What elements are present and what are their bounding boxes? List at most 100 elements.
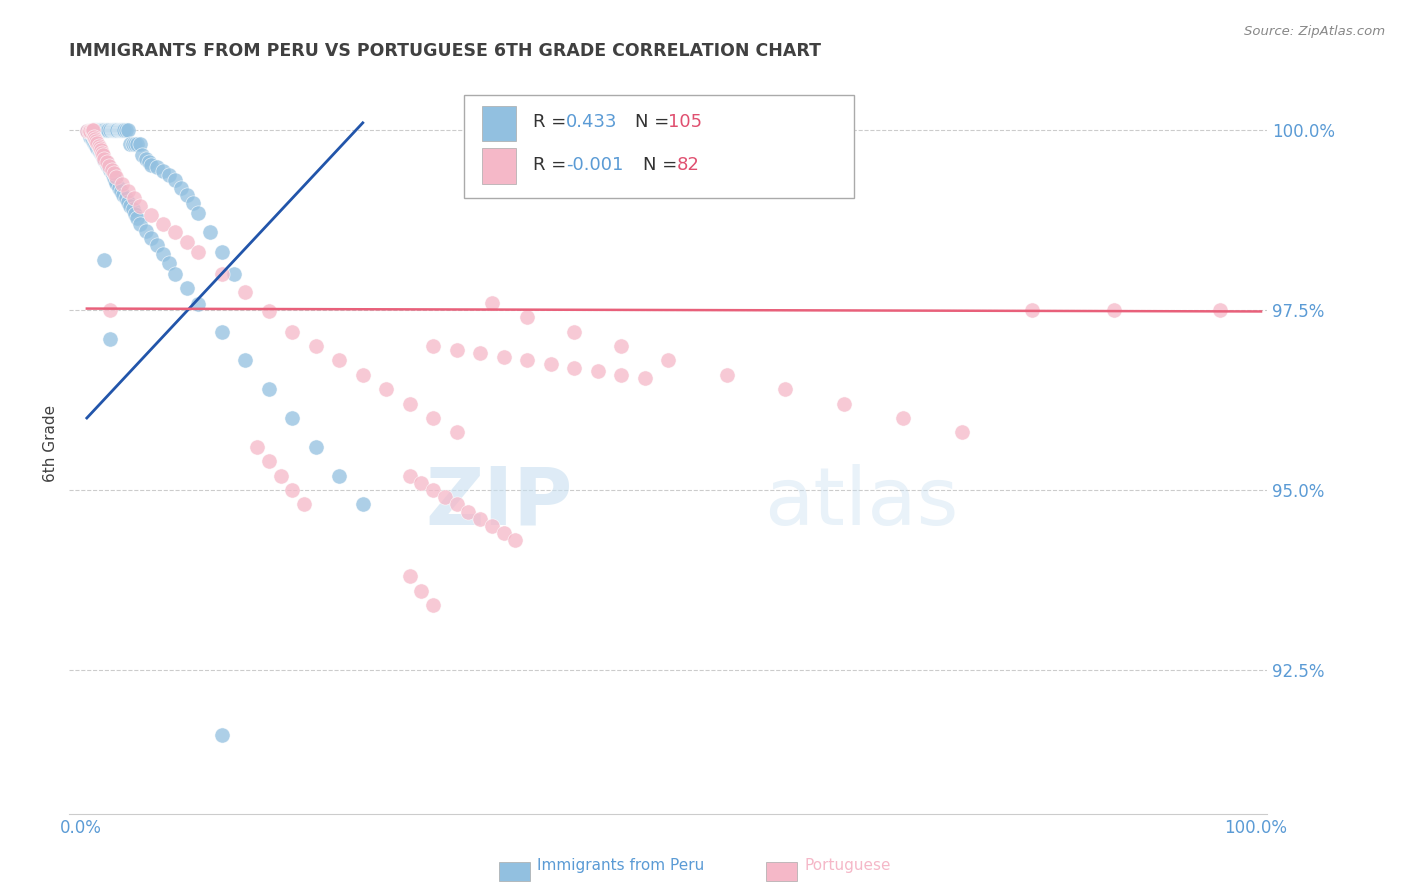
Point <box>211 245 233 260</box>
Point <box>96 155 118 169</box>
Point <box>305 440 328 454</box>
Point <box>84 134 107 148</box>
Point <box>100 165 122 179</box>
Text: 105: 105 <box>668 113 702 131</box>
Point <box>121 202 143 217</box>
Text: N =: N = <box>634 113 675 131</box>
Text: Source: ZipAtlas.com: Source: ZipAtlas.com <box>1244 25 1385 38</box>
Point <box>111 123 134 137</box>
Point <box>91 146 114 161</box>
Text: ZIP: ZIP <box>425 464 572 541</box>
Point <box>141 208 163 222</box>
Point <box>96 123 118 137</box>
Point <box>505 533 527 548</box>
Point <box>481 295 503 310</box>
Point <box>891 411 914 425</box>
Y-axis label: 6th Grade: 6th Grade <box>44 405 58 482</box>
Point <box>716 368 738 382</box>
Point <box>422 598 444 612</box>
Point <box>94 123 117 137</box>
Point <box>103 123 125 137</box>
Point <box>586 364 609 378</box>
Point <box>90 143 112 157</box>
Point <box>76 124 98 138</box>
Point <box>222 267 245 281</box>
Point <box>398 468 420 483</box>
Point <box>91 123 114 137</box>
Point <box>104 173 127 187</box>
Point <box>90 123 112 137</box>
Bar <box>482 106 516 142</box>
Point <box>131 148 153 162</box>
Point <box>328 468 350 483</box>
Point <box>135 224 157 238</box>
Point <box>540 357 562 371</box>
Point <box>127 211 149 225</box>
FancyBboxPatch shape <box>464 95 853 199</box>
Point <box>98 332 121 346</box>
Point <box>89 145 111 159</box>
Point <box>138 155 160 169</box>
Point <box>124 206 146 220</box>
Point <box>163 267 186 281</box>
Point <box>492 350 515 364</box>
Point <box>157 256 180 270</box>
Point <box>98 161 121 175</box>
Point <box>105 123 128 137</box>
Point <box>94 154 117 169</box>
Point <box>93 152 115 166</box>
Point <box>411 475 433 490</box>
Text: 82: 82 <box>676 156 699 174</box>
Point <box>492 526 515 541</box>
Point <box>77 124 100 138</box>
Point <box>1021 303 1043 318</box>
Point <box>110 123 132 137</box>
Point <box>100 162 122 177</box>
Point <box>112 187 135 202</box>
Point <box>83 123 105 137</box>
Point <box>246 440 269 454</box>
Point <box>127 137 149 152</box>
Point <box>235 285 257 299</box>
Point <box>562 360 585 375</box>
Point <box>610 339 633 353</box>
Point <box>105 176 128 190</box>
Point <box>93 252 115 267</box>
Point <box>1209 303 1232 318</box>
Point <box>87 123 110 137</box>
Point <box>257 304 280 318</box>
Point <box>257 382 280 396</box>
Text: -0.001: -0.001 <box>567 156 624 174</box>
Point <box>86 123 108 137</box>
Point <box>121 137 143 152</box>
Point <box>114 123 136 137</box>
Point <box>187 206 209 220</box>
Point <box>128 199 150 213</box>
Point <box>86 136 108 150</box>
Point <box>110 184 132 198</box>
Point <box>103 170 125 185</box>
Point <box>352 368 374 382</box>
Point <box>446 343 468 357</box>
Point <box>516 310 538 325</box>
Point <box>950 425 973 440</box>
Point <box>82 123 104 137</box>
Point <box>76 124 98 138</box>
Point <box>122 191 145 205</box>
Point <box>84 131 107 145</box>
Point <box>832 396 855 410</box>
Text: atlas: atlas <box>763 464 959 541</box>
Point <box>117 184 139 198</box>
Point <box>141 231 163 245</box>
Point <box>1102 303 1125 318</box>
Point <box>105 169 128 184</box>
Point <box>104 123 127 137</box>
Point <box>257 454 280 468</box>
Point <box>120 137 142 152</box>
Point <box>98 303 121 318</box>
Point <box>141 158 163 172</box>
Point <box>101 123 124 137</box>
Point <box>411 583 433 598</box>
Point <box>176 187 198 202</box>
Bar <box>482 148 516 184</box>
